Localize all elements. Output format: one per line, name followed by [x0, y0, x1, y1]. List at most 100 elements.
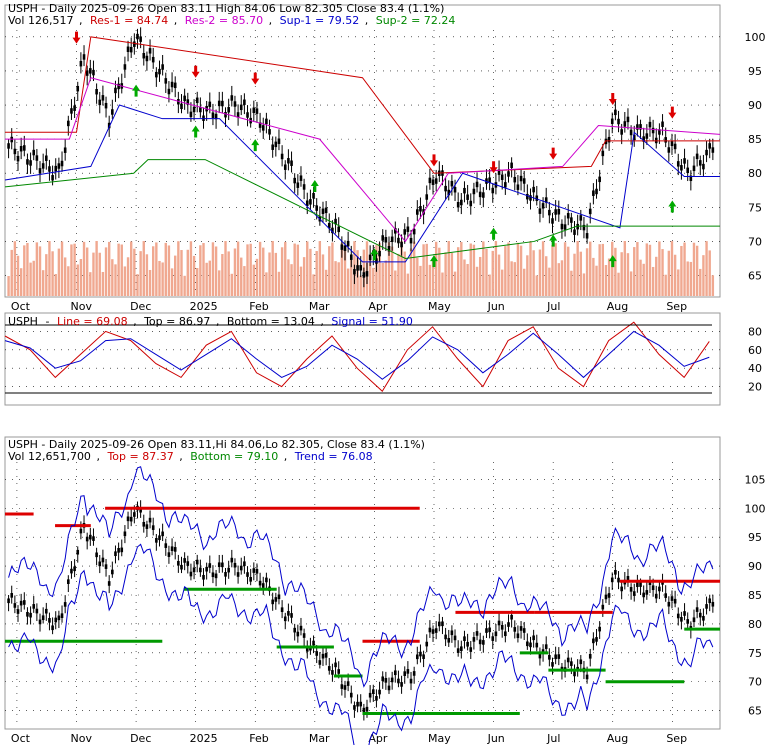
- price-candle: [95, 88, 98, 95]
- price-candle: [192, 106, 196, 113]
- trend-candle: [642, 592, 645, 598]
- price-volume-bar: [475, 266, 479, 296]
- price-volume-bar: [677, 269, 680, 296]
- price-candle: [375, 258, 378, 264]
- price-volume-bar: [57, 248, 61, 296]
- price-volume-bar: [26, 242, 29, 296]
- trend-candle: [290, 613, 293, 618]
- trend-candle: [645, 590, 649, 595]
- price-candle: [664, 137, 667, 143]
- price-candle: [472, 188, 476, 195]
- price-volume-bar: [425, 243, 428, 296]
- price-candle: [48, 166, 51, 172]
- price-volume-bar: [485, 248, 488, 296]
- trend-candle: [89, 534, 92, 540]
- price-volume-bar: [648, 244, 652, 296]
- osc-y-tick-label: 80: [748, 325, 762, 338]
- price-volume-bar: [535, 275, 538, 296]
- trend-candle: [412, 671, 416, 676]
- price-candle: [362, 272, 366, 278]
- trend-candle: [208, 563, 212, 568]
- trend-candle: [548, 654, 551, 660]
- price-candle: [513, 176, 517, 183]
- price-candle: [136, 33, 139, 40]
- price-candle: [695, 153, 699, 160]
- price-candle: [702, 163, 705, 170]
- trend-candle: [507, 622, 510, 627]
- trend-candle: [472, 637, 476, 642]
- osc-signal-line: [4, 330, 710, 380]
- trend-candle: [617, 577, 620, 583]
- price-candle: [585, 233, 589, 239]
- price-volume-bar: [409, 248, 413, 296]
- trend-candle: [261, 583, 265, 588]
- price-candle: [400, 241, 403, 248]
- price-candle: [76, 85, 80, 92]
- price-volume-bar: [38, 246, 42, 296]
- price-volume-bar: [519, 245, 523, 296]
- price-candle: [692, 165, 696, 172]
- price-candle: [309, 199, 312, 205]
- price-volume-bar: [507, 242, 510, 296]
- price-volume-bar: [397, 253, 400, 296]
- trend-x-tick-label: Nov: [71, 732, 93, 745]
- price-volume-bar: [614, 247, 617, 296]
- price-candle: [403, 229, 407, 235]
- trend-x-tick-label: Apr: [368, 732, 388, 745]
- price-volume-bar: [114, 264, 117, 296]
- price-volume-bar: [324, 269, 328, 296]
- price-volume-bar: [387, 242, 391, 296]
- price-volume-bar: [208, 260, 211, 296]
- trend-panel: 65 70 75 80 85 90 95 100 105 Oct Nov Dec 2025 Feb Mar A…: [5, 462, 766, 749]
- buy-arrow: [251, 139, 260, 152]
- price-volume-bar: [296, 244, 300, 296]
- price-volume-bar: [601, 243, 605, 296]
- price-candle: [519, 175, 523, 182]
- price-volume-bar: [576, 241, 579, 296]
- price-candle: [85, 70, 89, 76]
- price-volume-bar: [274, 252, 278, 296]
- price-volume-bar: [570, 270, 573, 296]
- trend-y-tick-label: 105: [745, 473, 766, 486]
- trend-trend-label: Trend = 76.08: [294, 450, 373, 463]
- trend-candle: [595, 637, 598, 642]
- trend-candle: [233, 562, 237, 568]
- price-volume-bar: [497, 254, 501, 296]
- trend-candle: [488, 627, 491, 633]
- trend-candle: [431, 629, 435, 634]
- trend-x-tick-label: Sep: [666, 732, 687, 745]
- price-volume-bar: [419, 265, 422, 296]
- price-y-tick-label: 65: [748, 270, 762, 283]
- price-volume-bar: [107, 241, 111, 296]
- trend-candle: [544, 644, 548, 649]
- price-volume-bar: [60, 241, 64, 296]
- price-candle: [114, 87, 117, 94]
- price-x-tick-label: Apr: [368, 300, 388, 313]
- price-candle: [189, 111, 193, 118]
- trend-candle: [409, 678, 413, 684]
- trend-x-tick-label: Dec: [130, 732, 151, 745]
- trend-candle: [129, 516, 133, 522]
- trend-candle: [683, 611, 686, 616]
- price-volume-bar: [205, 262, 208, 296]
- price-volume-bar: [104, 247, 108, 296]
- price-volume-bar: [639, 259, 642, 296]
- price-candle: [390, 236, 394, 243]
- price-volume-bar: [582, 273, 586, 296]
- trend-candle: [252, 568, 256, 573]
- trend-y-tick-label: 100: [745, 502, 766, 515]
- price-volume-bar: [667, 250, 671, 296]
- price-volume-bar: [284, 241, 287, 296]
- trend-candle: [180, 564, 183, 570]
- trend-candle: [610, 577, 614, 583]
- price-volume-bar: [368, 256, 372, 296]
- trend-candle: [387, 685, 391, 691]
- trend-candle: [177, 560, 180, 566]
- price-candle: [195, 97, 199, 104]
- trend-candle: [167, 552, 171, 557]
- trend-candle: [302, 633, 306, 638]
- price-volume-bar: [265, 272, 268, 296]
- price-candle: [233, 101, 237, 107]
- price-volume-bar: [89, 272, 92, 296]
- sup1-label: Sup-1 = 79.52: [280, 14, 360, 27]
